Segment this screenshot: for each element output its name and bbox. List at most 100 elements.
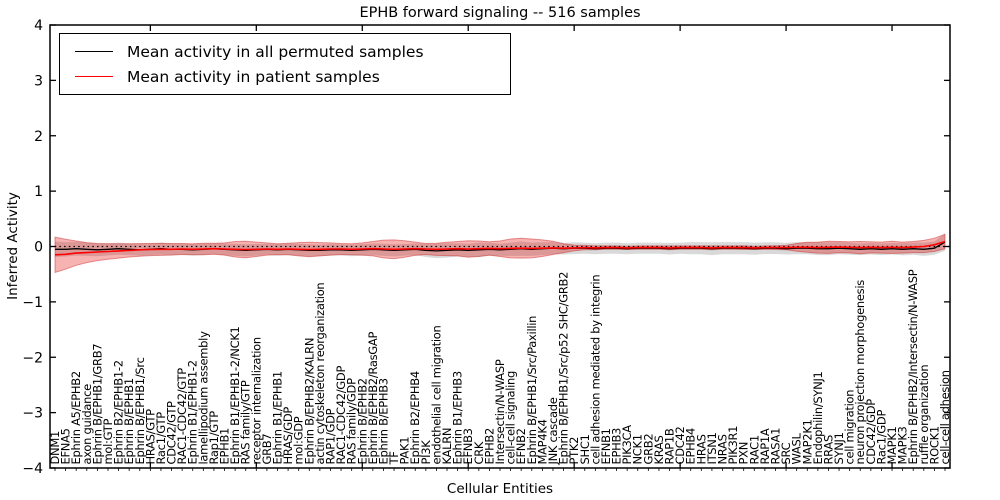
x-category-label: cell-cell signaling <box>504 371 518 464</box>
x-category-label: actin cytoskeleton reorganization <box>313 283 327 465</box>
x-category-label: Ephrin B/EPHB2/Intersectin/N-WASP <box>906 269 920 464</box>
permuted-band <box>55 233 945 259</box>
x-axis-label: Cellular Entities <box>446 481 554 497</box>
x-category-label: EFNB3 <box>461 428 475 464</box>
x-category-label: CRK <box>472 441 486 464</box>
x-category-label: MAPK3 <box>896 426 910 464</box>
x-category-label: RAC1 <box>747 435 761 464</box>
legend-label-permuted: Mean activity in all permuted samples <box>127 42 424 61</box>
x-category-label: Ephrin B/EPHB3 <box>376 378 390 464</box>
x-category-label: PIK3R1 <box>726 426 740 465</box>
x-category-label: axon guidance <box>80 384 94 465</box>
x-category-label: ruffle organization <box>917 365 931 465</box>
x-category-label: mol:GTP <box>101 418 115 464</box>
y-tick-label: −3 <box>22 406 43 422</box>
y-tick-label: 1 <box>34 184 43 200</box>
x-category-label: JNK cascade <box>546 397 560 465</box>
patient-band <box>54 233 946 274</box>
x-category-label: MAPK1 <box>885 426 899 464</box>
x-category-label: Rac1/GDP <box>874 410 888 465</box>
x-category-label: RAC1-CDC42/GDP <box>334 366 348 465</box>
x-category-label: PXN <box>737 442 751 465</box>
permuted-line-swatch-icon <box>75 51 113 52</box>
y-axis-label: Inferred Activity <box>5 192 21 300</box>
y-tick-label: −4 <box>22 461 43 477</box>
x-category-label: PI3K <box>419 440 433 465</box>
x-category-label: HRAS <box>694 434 708 464</box>
x-category-label: GRB7 <box>260 434 274 465</box>
x-category-label: Ephrin B/EPHB1/Src/Paxillin <box>525 316 539 465</box>
legend-item-patient: Mean activity in patient samples <box>60 68 510 86</box>
y-tick-label: 2 <box>34 129 43 145</box>
x-category-label: EFNB2 <box>514 428 528 464</box>
x-category-label: RAS family/GDP <box>345 378 359 465</box>
x-category-label: CDC42/GDP <box>864 399 878 465</box>
x-category-label: SRC <box>779 442 793 464</box>
x-category-label: NCK1 <box>631 434 645 464</box>
x-category-label: SYNJ1 <box>832 432 846 464</box>
x-category-label: Ephrin B/EPHB2 <box>355 378 369 464</box>
x-category-label: cell adhesion mediated by integrin <box>588 275 602 465</box>
x-category-label: EPHB2 <box>482 428 496 465</box>
patient-mean-line <box>54 240 946 256</box>
chart-title: EPHB forward signaling -- 516 samples <box>359 5 641 21</box>
x-category-label: RAP1/GDP <box>323 408 337 464</box>
x-category-label: Ephrin B1/EPHB3 <box>451 371 465 464</box>
x-category-label: Ephrin B/EPHB1/Src/p52 SHC/GRB2 <box>557 272 571 465</box>
x-category-label: SHC1 <box>578 434 592 464</box>
y-tick-label: −2 <box>22 350 43 366</box>
x-category-label: HRAS/GTP <box>143 409 157 465</box>
x-category-label: EFNB1 <box>599 428 613 464</box>
y-tick-label: 0 <box>34 240 43 256</box>
x-category-label: Ephrin A5/EPHB2 <box>69 371 83 464</box>
x-category-label: EFNA5 <box>59 428 73 464</box>
x-category-label: RAP1A <box>758 428 772 464</box>
y-tick-label: −1 <box>22 295 43 311</box>
x-category-label: Ephrin B1/EPHB1-2/NCK1 <box>228 326 242 464</box>
x-category-label: Rac1/GTP <box>154 412 168 465</box>
x-category-label: lamellipodium assembly <box>196 331 210 465</box>
legend-label-patient: Mean activity in patient samples <box>127 67 380 86</box>
x-category-label: GRB2 <box>641 434 655 465</box>
x-category-label: cell migration <box>843 390 857 465</box>
x-category-label: RRAS <box>821 435 835 464</box>
x-category-label: ITSN1 <box>705 432 719 464</box>
x-category-label: Rap1/GTP <box>207 411 221 465</box>
x-category-label: ROCK1 <box>927 426 941 464</box>
x-category-label: Ephrin B/EPHB2/RasGAP <box>366 332 380 465</box>
x-category-label: WASL <box>790 432 804 464</box>
x-category-label: receptor internalization <box>249 337 263 464</box>
y-tick-label: 4 <box>34 18 43 34</box>
x-category-label: NRAS <box>716 434 730 464</box>
x-category-label: Ephrin B1/EPHB1-2 <box>186 360 200 464</box>
x-category-label: RASA1 <box>768 428 782 465</box>
x-category-label: Intersectin/N-WASP <box>493 359 507 464</box>
x-category-label: endothelial cell migration <box>429 325 443 464</box>
patient-line-swatch-icon <box>75 76 113 77</box>
x-category-label: PTK2 <box>567 437 581 465</box>
x-category-label: KALRN <box>440 428 454 465</box>
x-category-label: Ephrin B/EPHB1/Src <box>133 357 147 464</box>
x-category-label: Ephrin B/EPHB1 <box>122 378 136 464</box>
x-category-label: PIK3CA <box>620 425 634 465</box>
x-category-label: Ephrin B/EPHB1/GRB7 <box>90 344 104 465</box>
y-tick-label: 3 <box>34 73 43 89</box>
x-category-label: Ephrin B2/EPHB4 <box>408 371 422 464</box>
x-category-label: EPHB1 <box>218 428 232 465</box>
x-category-label: RAP1B <box>663 428 677 464</box>
x-category-label: Ephrin B/EPHB2/KALRN <box>302 338 316 465</box>
x-category-label: Endophilin/SYNJ1 <box>811 371 825 464</box>
x-category-label: Ephrin B2/EPHB1-2 <box>112 360 126 464</box>
x-category-label: RAC1-CDC42/GTP <box>175 368 189 465</box>
x-category-label: MAP2K1 <box>800 419 814 464</box>
x-category-label: MAP4K4 <box>535 419 549 464</box>
x-category-label: CDC42 <box>673 426 687 464</box>
legend: Mean activity in all permuted samples Me… <box>59 33 511 95</box>
x-category-label: KRAS <box>652 435 666 464</box>
x-category-label: neuron projection morphogenesis <box>853 280 867 465</box>
legend-item-permuted: Mean activity in all permuted samples <box>60 43 510 61</box>
x-category-label: HRAS/GDP <box>281 407 295 465</box>
x-category-label: RAS family/GTP <box>239 380 253 464</box>
x-category-label: TF <box>387 451 401 465</box>
